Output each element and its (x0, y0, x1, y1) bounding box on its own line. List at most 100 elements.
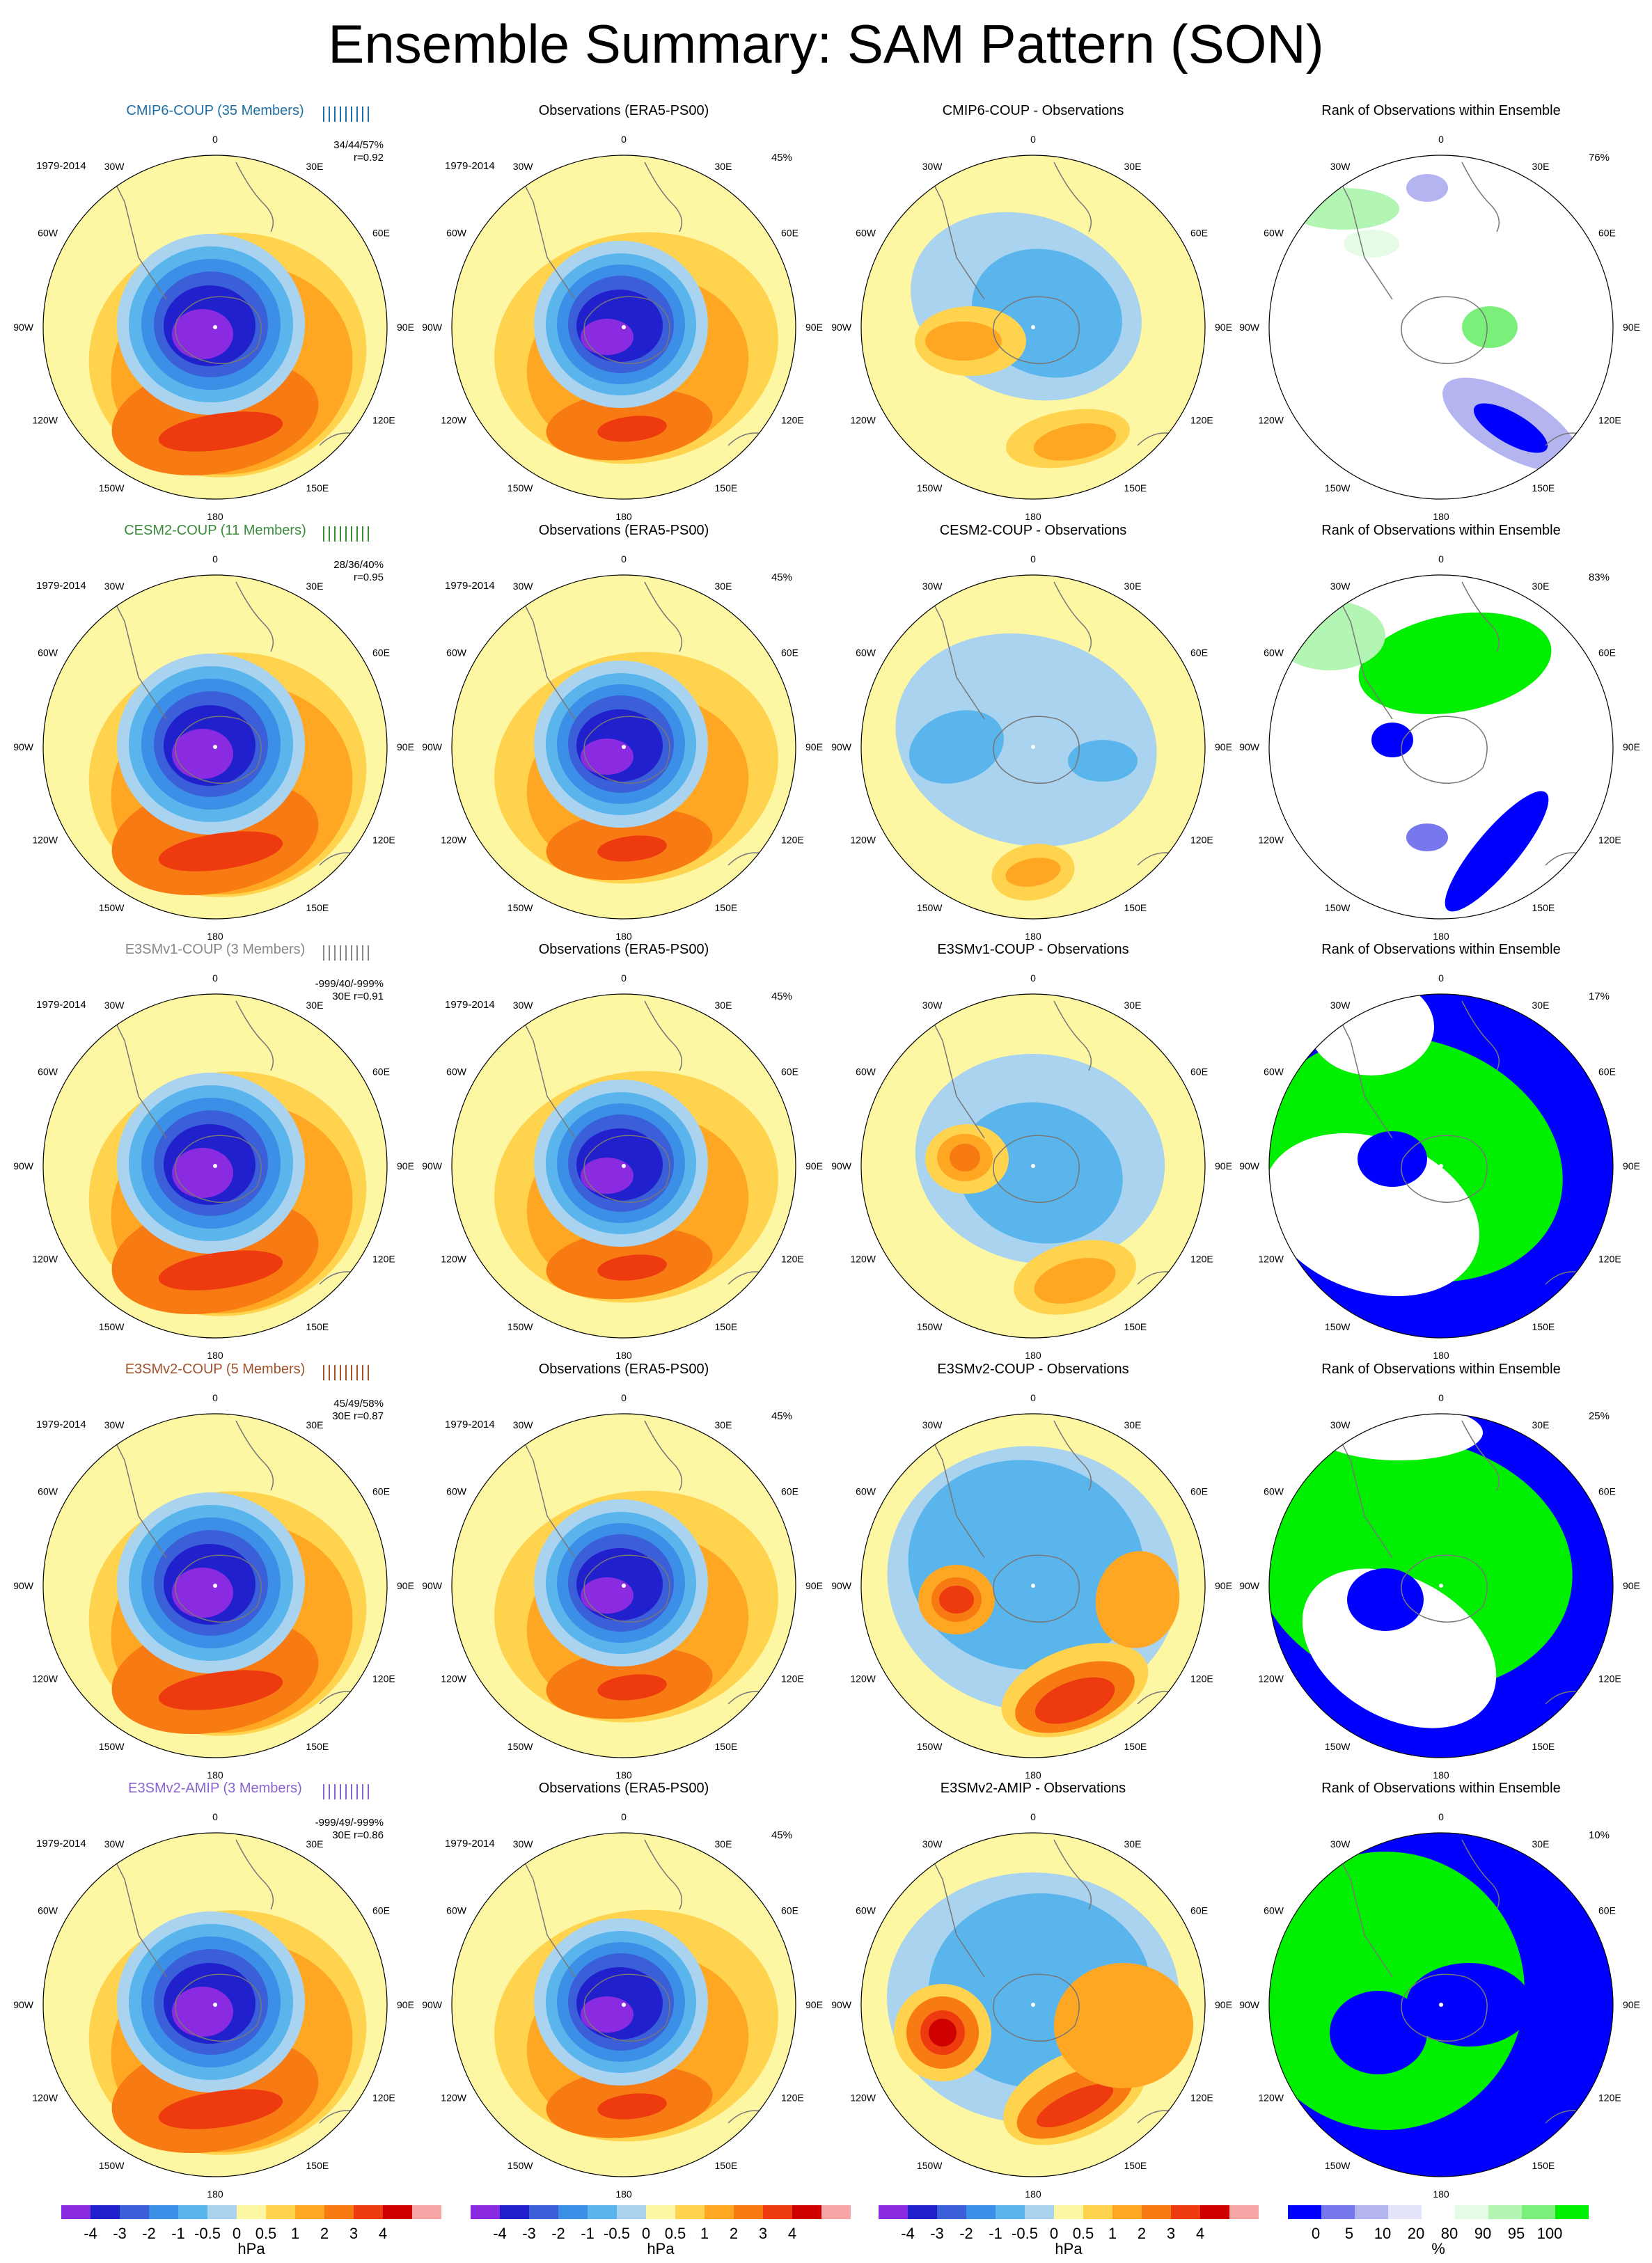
obs-map-africa-outline (644, 161, 683, 232)
diff-map-lon-label-30w: 30W (922, 1419, 943, 1430)
rank-pct-label: 10% (1589, 1829, 1610, 1841)
model-map-antarctica-outline (175, 296, 262, 364)
colorbar-tick-label: 0 (1050, 2225, 1058, 2242)
model-map-lon-label-90e: 90E (397, 1999, 414, 2010)
colorbar-swatch (1555, 2205, 1589, 2219)
colorbar-swatch (412, 2205, 441, 2219)
rank-map-lon-label-180: 180 (1433, 1350, 1449, 1361)
diff-map-lon-label-90w: 90W (831, 1580, 852, 1591)
diff-map-contours (861, 575, 1205, 919)
diff-map-contour-band (909, 710, 1004, 784)
colorbar-unit: hPa (647, 2240, 675, 2257)
colorbar-swatch (792, 2205, 821, 2219)
rank-map-lon-label-0: 0 (1438, 1392, 1444, 1403)
model-map-lon-label-150w: 150W (99, 1741, 125, 1752)
rank-panel-row-2: Rank of Observations within Ensemble 83% 0… (1239, 523, 1640, 942)
diff-map-lon-label-180: 180 (1025, 1769, 1041, 1781)
rank-map-lon-label-60w: 60W (1264, 1905, 1284, 1916)
colorbar-tick-label: -4 (493, 2225, 507, 2242)
model-map-contour-band (158, 1670, 283, 1710)
rank-map-contour-band (1316, 1414, 1483, 1460)
obs-map-contours (452, 994, 796, 1338)
rank-map-contours (1269, 994, 1613, 1338)
obs-map-lon-label-120w: 120W (441, 1673, 466, 1685)
colorbar-swatch (1200, 2205, 1229, 2219)
colorbar-tick-label: -3 (930, 2225, 944, 2242)
obs-map-africa-outline (644, 1420, 683, 1491)
diff-map-contours (861, 994, 1205, 1338)
obs-panel-row-3: Observations (ERA5-PS00) 1979-2014 45% 0 30E… (422, 942, 823, 1361)
diff-map-frame (860, 993, 1206, 1339)
obs-map-lon-label-180: 180 (615, 511, 632, 522)
model-map-contour-band (172, 1987, 233, 2037)
colorbar-tick-label: 0 (642, 2225, 650, 2242)
colorbar-tick-label: -4 (84, 2225, 97, 2242)
model-map-lon-label-60e: 60E (372, 1066, 390, 1078)
diff-map-lon-label-30e: 30E (1124, 161, 1142, 172)
model-map-africa-outline (235, 1000, 274, 1071)
colorbar-swatch (558, 2205, 588, 2219)
member-tick (323, 526, 324, 542)
rank-map-lon-label-60e: 60E (1598, 1486, 1616, 1497)
obs-map-contours (452, 1833, 796, 2177)
hpa-colorbar-1: -4 -3 -2 -1 -0.5 0 0.5 1 2 3 4 hPa (61, 2205, 441, 2257)
diff-map-lon-label-90e: 90E (1215, 1999, 1232, 2010)
rank-map-lon-label-150w: 150W (1325, 1741, 1351, 1752)
member-tick (351, 526, 352, 542)
model-stats-label: 28/36/40% (333, 559, 384, 571)
rank-map-lon-label-60e: 60E (1598, 1066, 1616, 1078)
hpa-colorbar-2: -4 -3 -2 -1 -0.5 0 0.5 1 2 3 4 hPa (471, 2205, 851, 2257)
obs-map-lon-label-0: 0 (621, 553, 627, 565)
diff-map-lon-label-30w: 30W (922, 581, 943, 592)
member-tick (340, 945, 341, 961)
model-map-pole-marker (213, 1584, 217, 1588)
colorbar-swatch (237, 2205, 266, 2219)
rank-map-africa-outline (1461, 581, 1500, 652)
rank-map-pole-marker (1439, 2003, 1443, 2007)
main-title: Ensemble Summary: SAM Pattern (SON) (328, 13, 1324, 74)
colorbar-unit: hPa (237, 2240, 265, 2257)
model-map-lon-label-180: 180 (207, 511, 223, 522)
member-tick (345, 107, 347, 122)
obs-map-contour-band (597, 2093, 667, 2120)
colorbar-swatch (500, 2205, 529, 2219)
rank-map-frame (1268, 574, 1614, 920)
diff-map-lon-label-120e: 120E (1190, 1673, 1213, 1685)
model-map-lon-label-30w: 30W (104, 1000, 125, 1011)
colorbar-swatch (646, 2205, 675, 2219)
obs-map-pole-marker (622, 1164, 626, 1168)
model-stats-label: -999/49/-999% (315, 1817, 384, 1829)
rank-map-pole-marker (1439, 1164, 1443, 1168)
diff-map-africa-outline (1053, 1420, 1092, 1491)
rank-map-lon-label-120e: 120E (1598, 1673, 1621, 1685)
diff-map-frame (860, 1832, 1206, 2177)
model-map-contour-band (172, 1568, 233, 1618)
obs-map-lon-label-30w: 30W (513, 581, 534, 592)
rank-map-africa-outline (1461, 1000, 1500, 1071)
diff-map-frame (860, 155, 1206, 500)
obs-map-contours (452, 155, 796, 499)
rank-map-lon-label-90e: 90E (1623, 741, 1640, 752)
obs-map-pole-marker (622, 1584, 626, 1588)
diff-map-pole-marker (1031, 1164, 1035, 1168)
model-map-lon-label-120w: 120W (32, 1254, 58, 1265)
diff-map-antarctica-outline (993, 296, 1080, 364)
colorbar-tick-label: 0 (1312, 2225, 1320, 2242)
model-period-label: 1979-2014 (36, 160, 86, 172)
diff-map-lon-label-0: 0 (1030, 553, 1036, 565)
obs-map-lon-label-120w: 120W (441, 835, 466, 846)
model-panel-title: E3SMv1-COUP (3 Members) (125, 942, 306, 957)
member-tick (356, 1784, 358, 1799)
obs-map-antarctica-outline (583, 1135, 670, 1203)
model-map-lon-label-90w: 90W (13, 322, 34, 333)
diff-map-lon-label-150w: 150W (917, 2160, 943, 2171)
diff-panel-title: E3SMv1-COUP - Observations (937, 942, 1128, 957)
member-tick (362, 1365, 363, 1380)
diff-panel-row-4: E3SMv2-COUP - Observations 0 30E 30W 60E 60W 9… (831, 1362, 1232, 1781)
diff-map-lon-label-60e: 60E (1190, 647, 1208, 659)
model-map-lon-label-180: 180 (207, 1350, 223, 1361)
colorbar-tick-label: 3 (1167, 2225, 1175, 2242)
model-map-lon-label-180: 180 (207, 931, 223, 942)
colorbar-swatch (1355, 2205, 1388, 2219)
rank-map-lon-label-180: 180 (1433, 1769, 1449, 1781)
